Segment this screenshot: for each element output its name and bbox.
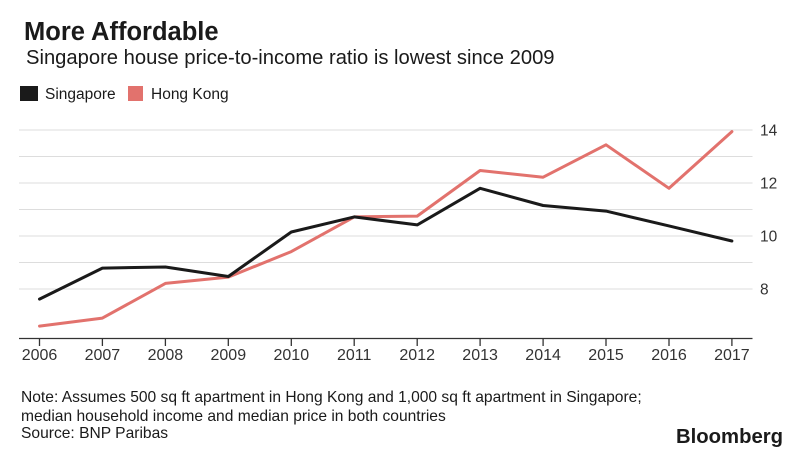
svg-text:2017: 2017 — [714, 347, 750, 364]
svg-text:2009: 2009 — [211, 347, 247, 364]
svg-text:2016: 2016 — [651, 347, 687, 364]
svg-text:2011: 2011 — [337, 347, 372, 364]
svg-text:2007: 2007 — [85, 347, 121, 364]
svg-text:2010: 2010 — [274, 347, 310, 364]
svg-text:2006: 2006 — [22, 347, 58, 364]
svg-text:2015: 2015 — [588, 347, 624, 364]
svg-text:2013: 2013 — [462, 347, 498, 364]
svg-text:10: 10 — [760, 229, 778, 246]
svg-text:12: 12 — [760, 176, 777, 193]
svg-text:2014: 2014 — [525, 347, 561, 364]
svg-text:2012: 2012 — [399, 347, 435, 364]
svg-text:8: 8 — [760, 282, 769, 299]
svg-text:2008: 2008 — [148, 347, 184, 364]
svg-text:14: 14 — [760, 123, 778, 140]
